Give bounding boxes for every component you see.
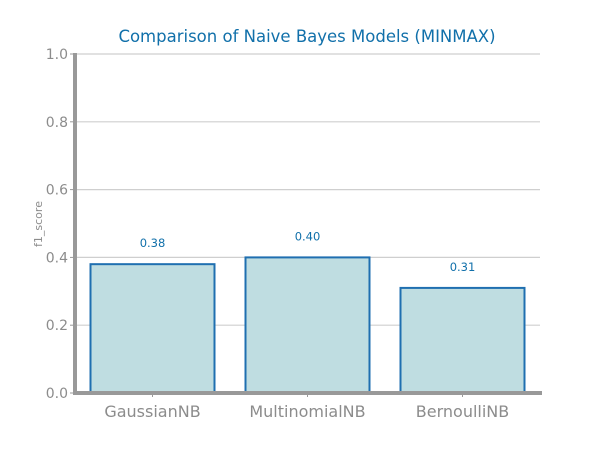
labels: 0.0 0.2 0.4 0.6 0.8 1.0 0.38 GaussianNB 0.40 Mult… [46,47,510,421]
y-tick-label: 0.8 [46,115,68,131]
y-axis-label: f1_score [32,201,45,247]
y-tick-label: 0.4 [46,250,68,266]
y-tick-label: 0.0 [46,386,68,402]
y-tick-label: 1.0 [46,47,68,63]
bar-value-label: 0.31 [450,260,476,274]
bar [244,256,371,394]
x-tick-label: GaussianNB [104,402,200,421]
bar-value-label: 0.40 [295,229,321,243]
x-tick-label: BernoulliNB [416,402,509,421]
axes [70,53,542,397]
bar [399,286,526,394]
bar [89,263,216,394]
y-tick-label: 0.6 [46,183,68,199]
chart-title: Comparison of Naive Bayes Models (MINMAX… [118,27,495,46]
bars [89,256,526,394]
x-tick-label: MultinomialNB [249,402,365,421]
y-tick-label: 0.2 [46,318,68,334]
bar-value-label: 0.38 [140,236,166,250]
